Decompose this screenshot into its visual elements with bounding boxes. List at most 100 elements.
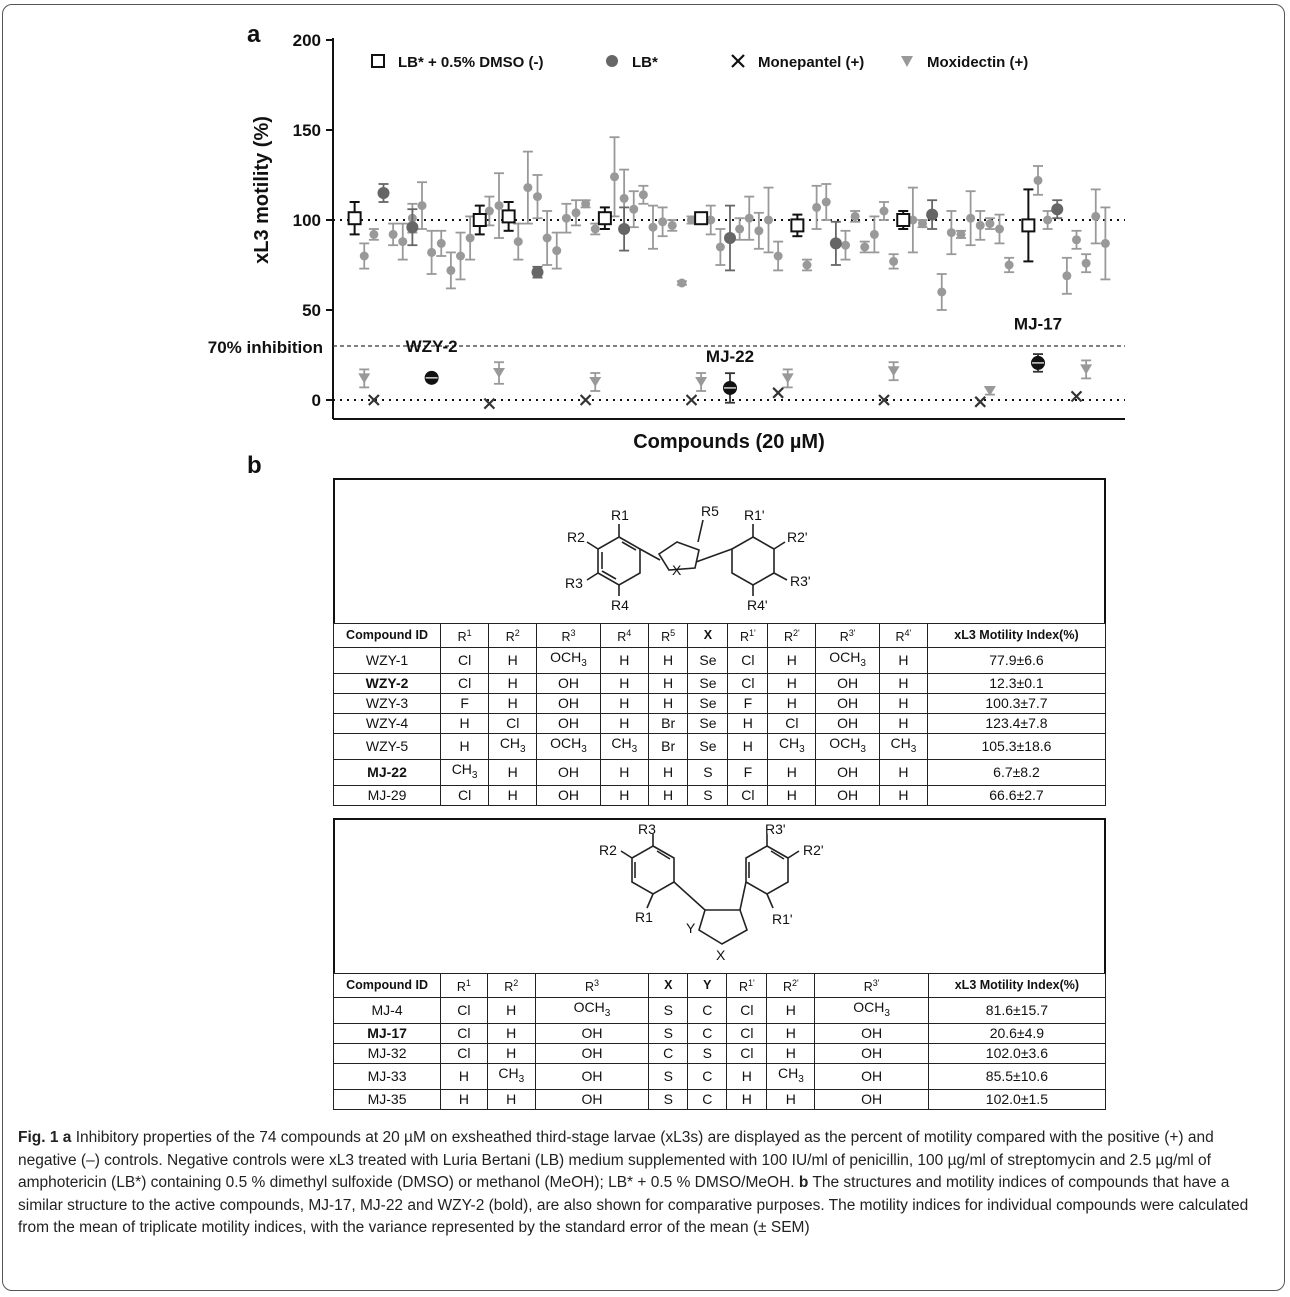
data-point — [860, 242, 870, 252]
struct2-r1: R1 — [635, 909, 653, 925]
data-point — [687, 215, 696, 225]
column-header: R3' — [814, 972, 929, 999]
data-point — [695, 377, 708, 387]
y-tick-label: 50 — [302, 301, 321, 320]
data-point — [406, 221, 419, 234]
substituent-cell: OH — [536, 692, 601, 714]
compound-id-cell: MJ-33 — [332, 1062, 442, 1090]
y-tick-label: 0 — [312, 391, 321, 410]
data-point — [946, 228, 956, 238]
substituent-cell: OH — [536, 712, 601, 734]
column-header: R3' — [815, 622, 880, 649]
column-header: R2' — [766, 972, 816, 999]
substituent-cell: OCH3 — [814, 997, 929, 1024]
compound-id-cell: MJ-4 — [332, 997, 442, 1024]
substituent-cell: CH3 — [767, 732, 817, 760]
data-point — [629, 204, 639, 214]
struct2-r1p: R1' — [772, 911, 793, 927]
legend-label: LB* — [632, 54, 658, 71]
substituent-cell: Cl — [726, 997, 768, 1024]
substituent-cell: OH — [536, 672, 601, 694]
column-header: Y — [687, 972, 728, 999]
data-point — [908, 215, 918, 225]
substituent-cell: H — [486, 1022, 536, 1044]
substituent-cell: OH — [534, 1088, 650, 1110]
substituent-cell: H — [726, 1062, 768, 1090]
compound-id-cell: WZY-3 — [332, 692, 442, 714]
column-header: xL3 Motility Index(%) — [927, 972, 1107, 999]
compound-id-cell: MJ-29 — [332, 784, 442, 806]
column-header: R1 — [440, 972, 488, 999]
substituent-cell: H — [599, 672, 649, 694]
struct2-r3: R3 — [638, 821, 656, 837]
substituent-cell: CH3 — [766, 1062, 816, 1090]
substituent-cell: OH — [815, 692, 880, 714]
data-point — [1033, 175, 1043, 185]
table-row: MJ-35 H H OH S C H H OH 102.0±1.5 — [332, 1088, 1107, 1110]
substituent-cell: H — [767, 692, 817, 714]
motility-index-cell: 77.9±6.6 — [926, 647, 1107, 674]
data-point — [812, 202, 822, 212]
substituent-cell: CH3 — [486, 1062, 536, 1090]
table-header-row: Compound ID R1 R2 R3 X Y R1' R2' R3' xL3 Motility… — [332, 972, 1107, 999]
substituent-cell: H — [440, 1062, 488, 1090]
data-point — [581, 199, 591, 209]
substituent-cell: F — [440, 692, 490, 714]
substituent-cell: H — [647, 692, 689, 714]
data-point — [1072, 235, 1081, 245]
data-point — [926, 208, 939, 221]
substituent-cell: H — [486, 997, 536, 1024]
substituent-cell: OH — [814, 1042, 929, 1064]
legend-label: Moxidectin (+) — [927, 54, 1028, 71]
data-point-b — [1070, 390, 1083, 403]
column-header: R1 — [440, 622, 490, 649]
data-point — [694, 211, 709, 226]
active-compound-label: MJ-22 — [706, 347, 754, 366]
active-compound-label: MJ-17 — [1014, 315, 1062, 334]
data-point-b — [878, 394, 890, 406]
data-point — [427, 247, 437, 257]
struct2-y: Y — [686, 920, 696, 936]
substituent-cell: S — [687, 784, 729, 806]
substituent-cell: H — [767, 647, 817, 674]
struct1-r4p: R4' — [747, 597, 768, 613]
substituent-cell: OH — [815, 672, 880, 694]
struct2-r3p: R3' — [765, 821, 786, 837]
substituent-cell: H — [488, 784, 538, 806]
data-point — [358, 373, 371, 384]
substituent-cell: S — [648, 1088, 689, 1110]
data-point — [523, 183, 533, 193]
data-point-b — [579, 394, 592, 406]
table-row: WZY-4 H Cl OH H Br Se H Cl OH H 123.4±7.8 — [332, 712, 1107, 734]
substituent-cell: OH — [814, 1062, 929, 1090]
substituent-cell: C — [648, 1042, 689, 1064]
substituent-cell: OH — [814, 1022, 929, 1044]
data-point — [388, 229, 398, 239]
data-point — [417, 201, 427, 211]
data-point — [597, 211, 612, 226]
data-point — [533, 192, 542, 202]
figure-caption: Fig. 1 a Inhibitory properties of the 74… — [18, 1127, 1268, 1240]
x-axis-label: Compounds (20 µM) — [633, 431, 825, 453]
substituent-cell: Cl — [440, 647, 490, 674]
column-header: R2' — [767, 622, 817, 649]
y-tick-label: 200 — [293, 31, 321, 50]
substituent-cell: OCH3 — [815, 732, 880, 760]
active-compound-label: WZY-2 — [406, 337, 458, 356]
substituent-cell: H — [878, 692, 928, 714]
substituent-cell: H — [440, 1088, 488, 1110]
substituent-cell: H — [599, 758, 649, 786]
column-header: R2 — [486, 972, 536, 999]
table-row: MJ-22 CH3 H OH H H S F H OH H 6.7±8.2 — [332, 758, 1107, 786]
data-point — [985, 219, 995, 229]
data-point — [571, 208, 581, 218]
data-point — [983, 386, 996, 396]
column-header: Compound ID — [332, 972, 442, 999]
struct1-r2: R2 — [567, 529, 585, 545]
motility-index-cell: 102.0±3.6 — [927, 1042, 1107, 1064]
struct1-x: X — [672, 562, 682, 578]
caption-text-b: The structures and motility indices of c… — [18, 1174, 1249, 1236]
data-point — [790, 218, 805, 233]
substituent-cell: H — [647, 647, 689, 674]
substituent-cell: H — [727, 732, 769, 760]
